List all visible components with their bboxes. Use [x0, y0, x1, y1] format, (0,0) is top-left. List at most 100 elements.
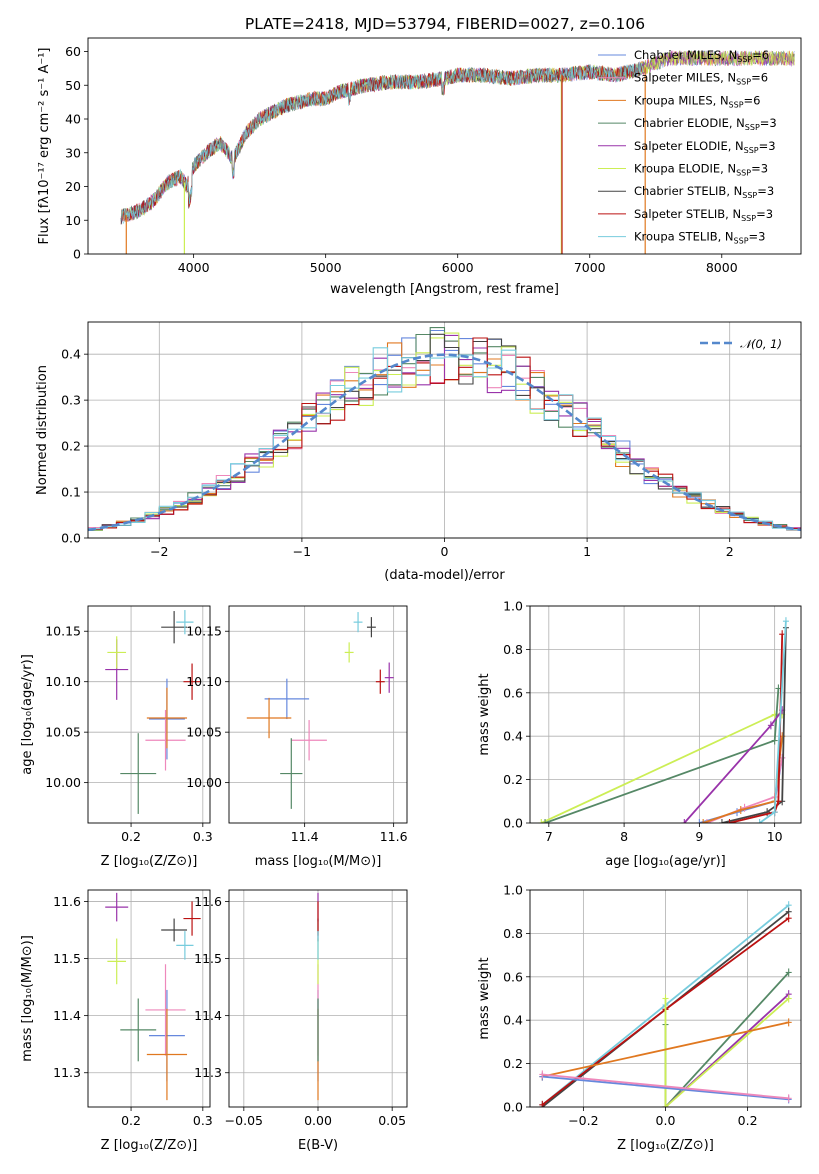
errorbar-salpeter-miles: [145, 964, 186, 1056]
x-tick-label: 0.3: [193, 1113, 213, 1128]
legend-entry-gaussian: 𝒩(0, 1): [740, 337, 782, 351]
y-tick-label: 0.8: [503, 926, 523, 941]
x-tick-label: 0.3: [193, 829, 213, 844]
errorbar-salpeter-stelib: [375, 669, 385, 694]
y-axis-label: mass [log₁₀(M/M⊙)]: [20, 935, 35, 1062]
y-tick-label: 0.2: [61, 439, 81, 454]
legend-entry-salpeter-stelib: Salpeter STELIB, NSSP=3: [634, 207, 773, 223]
weight-line: [542, 1075, 789, 1101]
x-tick-label: 11.6: [380, 829, 408, 844]
x-tick-label: 4000: [178, 260, 210, 275]
weight-series-chabrier-elodie: [542, 684, 782, 823]
residual-histogram-panel: −2 −1 0 1 2 0.0 0.1 0.2 0.3 0.4 (data-model)/error…: [35, 321, 802, 583]
y-tick-label: 20: [65, 179, 81, 194]
legend-tail: =3: [760, 116, 777, 130]
errorbar-kroupa-miles: [146, 687, 188, 749]
x-tick-label: 7: [545, 829, 553, 844]
errorbar-chabrier-stelib: [161, 918, 188, 942]
x-tick-label: −0.05: [225, 1113, 263, 1128]
histogram-salpeter-elodie: [88, 334, 801, 530]
weight-series-salpeter-elodie: [681, 706, 786, 823]
errorbar-kroupa-elodie: [344, 642, 354, 663]
legend-subscript: SSP: [734, 237, 749, 246]
histogram-salpeter-stelib: [88, 337, 801, 530]
errorbar-kroupa-stelib: [353, 612, 363, 633]
y-tick-label: 0.2: [503, 1056, 523, 1071]
weight-series-salpeter-miles: [539, 1070, 792, 1103]
y-tick-label: 11.6: [53, 894, 81, 909]
y-tick-label: 50: [65, 78, 81, 93]
errorbar-chabrier-elodie: [120, 998, 157, 1062]
legend: Chabrier MILES, NSSP=6 Salpeter MILES, N S…: [598, 48, 777, 246]
x-tick-label: 7000: [574, 260, 606, 275]
legend-subscript: SSP: [741, 214, 756, 223]
x-axis-label: (data-model)/error: [384, 568, 505, 583]
legend-tail: =3: [749, 230, 766, 244]
errorbar-kroupa-elodie: [107, 938, 127, 985]
x-tick-label: 2: [726, 544, 734, 559]
y-tick-label: 0.4: [503, 1013, 523, 1028]
weight-series-kroupa-stelib: [756, 617, 789, 823]
y-tick-label: 10.15: [186, 624, 222, 639]
x-tick-label: 0.2: [738, 1113, 758, 1128]
legend-subscript: SSP: [745, 123, 760, 132]
axes-frame: [228, 889, 408, 1108]
errorbar-chabrier-stelib: [366, 617, 376, 638]
legend-text: Kroupa ELODIE, N: [634, 162, 736, 176]
y-tick-label: 0.3: [61, 393, 81, 408]
weight-line: [542, 1021, 789, 1078]
x-tick-label: −2: [150, 544, 168, 559]
mass-age-panel: 11.4 11.6 10.00 10.05 10.10 10.15 mass [log₁₀(…: [186, 605, 408, 869]
errorbar-salpeter-stelib: [183, 901, 201, 936]
x-axis-label: Z [log₁₀(Z/Z⊙)]: [617, 1138, 714, 1153]
x-tick-label: 5000: [310, 260, 342, 275]
axes-frame: [87, 889, 211, 1108]
spectrum-line-kroupa-stelib: [120, 62, 643, 225]
axes-frame: [87, 605, 211, 824]
legend-entry-chabrier-miles: Chabrier MILES, NSSP=6: [634, 48, 769, 64]
y-axis-label: age [log₁₀(age/yr)]: [20, 654, 35, 775]
legend-text: Chabrier ELODIE, N: [634, 116, 745, 130]
data-layer: [246, 612, 394, 809]
spectrum-panel: 4000 5000 6000 7000 8000 0 10 20 30 40 50 60 wavelen…: [37, 37, 802, 297]
y-tick-label: 0: [73, 247, 81, 262]
data-layer: [538, 617, 789, 823]
y-tick-label: 0.4: [503, 729, 523, 744]
y-tick-label: 11.3: [53, 1065, 81, 1080]
metallicity-weight-panel: −0.2 0.0 0.2 0.0 0.2 0.4 0.6 0.8 1.0 Z [log₁₀(Z/Z…: [477, 883, 802, 1153]
x-tick-label: 6000: [442, 260, 474, 275]
y-tick-label: 0.6: [503, 685, 523, 700]
x-axis-label: age [log₁₀(age/yr)]: [605, 854, 726, 869]
y-tick-label: 0.0: [61, 531, 81, 546]
figure-title: PLATE=2418, MJD=53794, FIBERID=0027, z=0…: [245, 15, 645, 33]
y-tick-label: 11.5: [53, 951, 81, 966]
y-axis-label: Flux [fλ10⁻¹⁷ erg cm⁻² s⁻¹ A⁻¹]: [37, 48, 52, 245]
y-tick-label: 0.1: [61, 485, 81, 500]
x-tick-label: 1: [583, 544, 591, 559]
data-layer: [88, 327, 801, 532]
y-axis-label: Normed distribution: [35, 365, 50, 495]
y-tick-label: 0.6: [503, 969, 523, 984]
plot-area: [88, 890, 210, 1107]
extinction-mass-panel: −0.05 0.00 0.05 11.3 11.4 11.5 11.6 E(B-V): [194, 889, 408, 1153]
y-tick-label: 11.6: [194, 894, 222, 909]
legend-text: Salpeter MILES, N: [634, 71, 736, 85]
legend-tail: =3: [756, 207, 773, 221]
axes-frame: [228, 605, 408, 824]
spectrum-line-salpeter-stelib: [120, 63, 643, 221]
axes-frame: [529, 605, 802, 824]
y-tick-label: 30: [65, 145, 81, 160]
errorbar-salpeter-elodie: [105, 892, 129, 922]
x-tick-label: 9: [695, 829, 703, 844]
weight-series-chabrier-miles: [696, 753, 786, 823]
axes-frame: [87, 321, 802, 539]
legend-text: Salpeter ELODIE, N: [634, 139, 744, 153]
y-tick-label: 10: [65, 213, 81, 228]
legend-entry-kroupa-stelib: Kroupa STELIB, NSSP=3: [634, 230, 765, 246]
y-tick-label: 0.0: [503, 1100, 523, 1115]
legend-subscript: SSP: [744, 146, 759, 155]
errorbar-kroupa-miles: [246, 697, 292, 739]
legend-entry-chabrier-stelib: Chabrier STELIB, NSSP=3: [634, 184, 774, 200]
